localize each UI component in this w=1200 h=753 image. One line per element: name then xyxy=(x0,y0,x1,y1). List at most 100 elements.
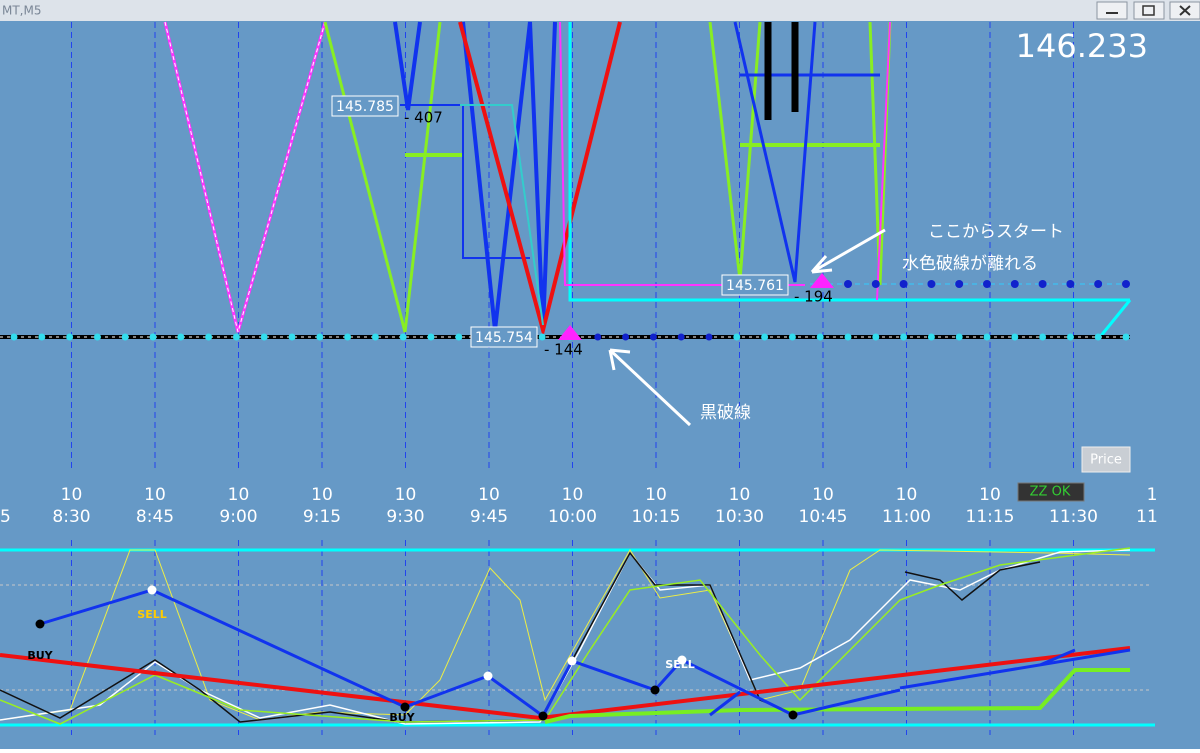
price-button[interactable]: Price xyxy=(1081,446,1131,473)
dot xyxy=(399,333,407,341)
arrow-marker xyxy=(558,325,582,340)
yellow-line xyxy=(0,549,1131,721)
time-label: 9:00 xyxy=(219,507,257,527)
annotation: 黒破線 xyxy=(700,403,751,423)
annotation-arrow xyxy=(810,228,886,274)
dot xyxy=(983,333,991,341)
price-label: 145.785 xyxy=(336,99,394,115)
dot xyxy=(955,333,963,341)
annotation: ここからスタート xyxy=(928,222,1064,242)
time-label: 11:30 xyxy=(1049,507,1098,527)
time-label: 11:00 xyxy=(882,507,931,527)
dot xyxy=(899,280,908,288)
dot xyxy=(177,333,185,341)
signal-label: BUY xyxy=(389,711,415,724)
dot xyxy=(622,333,630,341)
red-line xyxy=(458,21,622,338)
dot xyxy=(1094,333,1102,341)
price-label-box xyxy=(721,274,789,296)
swing-point xyxy=(650,685,660,695)
teal-line xyxy=(460,104,544,326)
cyan-line xyxy=(568,22,1132,338)
date-label: 10 xyxy=(979,485,1001,505)
dot xyxy=(38,333,46,341)
swing-point xyxy=(567,656,577,666)
time-label: 5 xyxy=(0,507,11,527)
time-label: 9:30 xyxy=(386,507,424,527)
price-panel xyxy=(0,21,1132,341)
dot xyxy=(260,333,268,341)
dot xyxy=(121,333,129,341)
dot xyxy=(344,333,352,341)
date-label: 1 xyxy=(1147,485,1158,505)
dot xyxy=(872,333,880,341)
time-label: 9:45 xyxy=(470,507,508,527)
dot xyxy=(677,333,685,341)
swing-point xyxy=(147,585,157,595)
dot xyxy=(844,280,852,288)
green-line xyxy=(0,547,1131,725)
dot xyxy=(316,333,324,341)
green-step xyxy=(544,668,1130,724)
dot xyxy=(705,333,713,341)
dot xyxy=(66,333,74,341)
price-label: 145.761 xyxy=(726,278,784,294)
green-zigzag xyxy=(323,21,442,333)
maximize-button[interactable] xyxy=(1133,1,1165,20)
window-controls[interactable] xyxy=(1096,1,1200,20)
magenta-zigzag xyxy=(164,21,326,333)
dot xyxy=(816,333,824,341)
time-label: 9:15 xyxy=(303,507,341,527)
icon xyxy=(1179,5,1191,16)
price-label-box xyxy=(470,326,538,348)
button-label[interactable]: Price xyxy=(1090,453,1122,468)
dot xyxy=(871,280,880,288)
time-label: 8:45 xyxy=(136,507,174,527)
dot xyxy=(427,333,435,341)
dot xyxy=(649,333,657,341)
dot xyxy=(927,333,935,341)
dot xyxy=(844,333,852,341)
dot xyxy=(10,333,18,341)
date-label: 10 xyxy=(61,485,83,505)
swing-point xyxy=(538,711,548,721)
dot xyxy=(1038,280,1047,288)
dot xyxy=(93,333,101,341)
points-label: - 144 xyxy=(544,341,583,359)
current-price: 146.233 xyxy=(1016,27,1148,65)
button-face[interactable] xyxy=(1081,446,1131,473)
title-bar xyxy=(0,0,1200,21)
dot xyxy=(1066,280,1075,288)
button-label[interactable]: ZZ OK xyxy=(1030,485,1071,500)
swing-point xyxy=(788,710,798,720)
date-label: 10 xyxy=(645,485,667,505)
time-label: 10:45 xyxy=(799,507,848,527)
dot xyxy=(455,333,463,341)
window-title: MT,M5 xyxy=(2,4,42,18)
minimize-button[interactable] xyxy=(1096,1,1128,20)
dot xyxy=(927,280,936,288)
dot xyxy=(149,333,157,341)
dot xyxy=(1039,333,1047,341)
zz-button[interactable]: ZZ OK xyxy=(1017,482,1085,502)
blue-zigzag xyxy=(733,21,880,283)
dot xyxy=(1122,280,1130,288)
signal-label: SELL xyxy=(665,658,694,671)
dot xyxy=(1122,333,1130,341)
dot xyxy=(1010,280,1019,288)
date-label: 10 xyxy=(896,485,918,505)
dot xyxy=(205,333,213,341)
swing-point xyxy=(400,702,410,712)
button-face[interactable] xyxy=(1017,482,1085,502)
swing-point xyxy=(35,619,45,629)
dot xyxy=(955,280,964,288)
blue-zigzag xyxy=(393,21,557,331)
date-label: 10 xyxy=(144,485,166,505)
points-label: - 194 xyxy=(794,288,833,306)
time-label: 10:15 xyxy=(632,507,681,527)
dot xyxy=(788,333,796,341)
dot xyxy=(288,333,296,341)
level-line xyxy=(0,548,1155,727)
dot xyxy=(900,333,908,341)
